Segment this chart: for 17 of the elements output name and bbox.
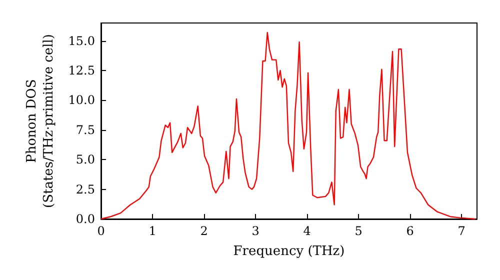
y-axis-title: Phonon DOS (States/THz·primitive cell) — [24, 34, 56, 208]
x-tick-label: 5 — [354, 224, 362, 238]
x-tick-label: 7 — [458, 224, 466, 238]
y-tick-label: 7.5 — [76, 122, 95, 137]
x-tick-label: 1 — [148, 224, 156, 238]
x-axis-title: Frequency (THz) — [233, 244, 345, 259]
x-tick-label: 6 — [406, 224, 414, 238]
x-tick-label: 0 — [97, 224, 105, 238]
y-tick-label: 15.0 — [68, 34, 95, 48]
y-tick-label: 2.5 — [76, 182, 95, 196]
x-tick-label: 4 — [303, 224, 312, 238]
y-tick-label: 12.5 — [68, 64, 95, 78]
y-tick-label: 10.0 — [68, 93, 95, 108]
y-tick-label: 0.0 — [76, 212, 95, 226]
y-tick-label: 5.0 — [76, 152, 95, 167]
x-tick-label: 3 — [252, 224, 260, 238]
x-tick-label: 2 — [200, 224, 208, 238]
